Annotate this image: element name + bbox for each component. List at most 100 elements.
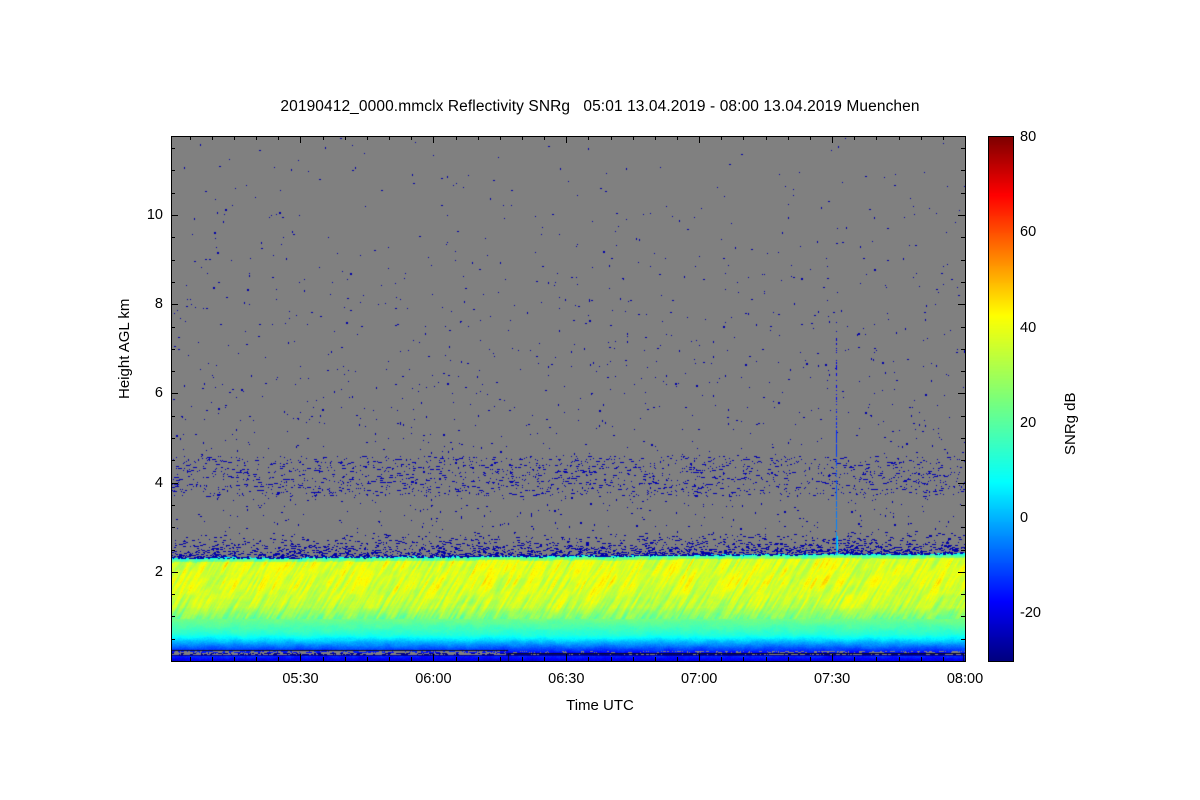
x-axis-minor-tick [455,657,457,661]
x-axis-tick-label: 06:30 [548,671,585,687]
y-axis-tick [958,215,965,217]
y-axis-minor-tick [961,638,965,640]
y-axis-minor-tick [171,148,175,150]
y-axis-minor-tick [961,281,965,283]
x-axis-minor-tick [610,136,612,140]
x-axis-minor-tick [876,657,878,661]
x-axis-minor-tick [809,657,811,661]
x-axis-minor-tick [366,136,368,140]
x-axis-minor-tick [499,136,501,140]
x-axis-minor-tick [743,136,745,140]
x-axis-minor-tick [942,136,944,140]
y-axis-minor-tick [961,549,965,551]
y-axis-minor-tick [171,170,175,172]
x-axis-minor-tick [854,136,856,140]
y-axis-minor-tick [171,504,175,506]
x-axis-minor-tick [654,657,656,661]
y-axis-minor-tick [961,594,965,596]
x-axis-minor-tick [588,136,590,140]
page-title: 20190412_0000.mmclx Reflectivity SNRg 05… [280,98,920,115]
x-axis-tick [832,654,834,661]
x-axis-tick [433,654,435,661]
x-axis-minor-tick [920,657,922,661]
x-axis-minor-tick [588,657,590,661]
x-axis-minor-tick [721,657,723,661]
y-axis-minor-tick [171,326,175,328]
colorbar-tick-label: 20 [1020,414,1037,431]
heatmap-canvas [172,137,965,661]
y-axis-tick [171,304,178,306]
x-axis-tick [699,136,701,143]
x-axis-minor-tick [278,136,280,140]
y-axis-minor-tick [961,460,965,462]
y-axis-minor-tick [961,170,965,172]
x-axis-minor-tick [499,657,501,661]
y-axis-minor-tick [961,237,965,239]
x-axis-minor-tick [189,136,191,140]
x-axis-tick-label: 07:30 [813,671,851,687]
y-axis-tick-label: 6 [154,385,163,402]
y-axis-minor-tick [171,348,175,350]
y-axis-minor-tick [961,192,965,194]
colorbar-tick-label: 40 [1020,319,1037,336]
x-axis-minor-tick [366,657,368,661]
y-axis-tick [958,304,965,306]
x-axis-minor-tick [809,136,811,140]
x-axis-minor-tick [654,136,656,140]
y-axis-minor-tick [961,616,965,618]
y-axis-minor-tick [171,415,175,417]
x-axis-minor-tick [455,136,457,140]
y-axis-minor-tick [171,638,175,640]
colorbar-label: SNRg dB [1062,392,1079,455]
x-axis-tick [300,654,302,661]
x-axis-minor-tick [278,657,280,661]
x-axis-minor-tick [544,657,546,661]
y-axis-minor-tick [171,527,175,529]
x-axis-minor-tick [544,136,546,140]
x-axis-tick [300,136,302,143]
x-axis-tick [832,136,834,143]
y-axis-minor-tick [171,460,175,462]
x-axis-minor-tick [411,657,413,661]
y-axis-minor-tick [961,326,965,328]
y-axis-minor-tick [961,527,965,529]
colorbar [988,136,1014,662]
y-axis-minor-tick [171,281,175,283]
y-axis-minor-tick [961,661,965,662]
x-axis-tick-label: 05:30 [282,671,319,687]
x-axis-minor-tick [920,136,922,140]
colorbar-gradient [988,136,1014,662]
y-axis-minor-tick [171,616,175,618]
x-axis-minor-tick [189,657,191,661]
y-axis-minor-tick [961,348,965,350]
y-axis-tick [171,393,178,395]
x-axis-minor-tick [256,657,258,661]
y-axis-tick [958,482,965,484]
x-axis-tick [699,654,701,661]
y-axis-tick-label: 10 [146,207,163,224]
y-axis-minor-tick [961,259,965,261]
x-axis-minor-tick [677,657,679,661]
y-axis-minor-tick [171,192,175,194]
colorbar-tick-label: 60 [1020,224,1037,241]
y-axis-tick [171,215,178,217]
x-axis-minor-tick [344,136,346,140]
x-axis-minor-tick [234,657,236,661]
y-axis-tick-label: 2 [154,563,163,580]
x-axis-minor-tick [721,136,723,140]
x-axis-minor-tick [389,136,391,140]
x-axis-minor-tick [743,657,745,661]
x-axis-minor-tick [942,657,944,661]
y-axis-minor-tick [171,438,175,440]
colorbar-tick-label: 0 [1020,510,1029,527]
x-axis-tick-label: 08:00 [946,671,984,687]
x-axis-label: Time UTC [566,697,634,714]
x-axis-tick [965,136,966,143]
x-axis-minor-tick [234,136,236,140]
x-axis-minor-tick [521,136,523,140]
x-axis-minor-tick [411,136,413,140]
y-axis-tick [958,571,965,573]
y-axis-tick-label: 4 [154,474,163,491]
x-axis-tick [566,654,568,661]
y-axis-minor-tick [961,148,965,150]
